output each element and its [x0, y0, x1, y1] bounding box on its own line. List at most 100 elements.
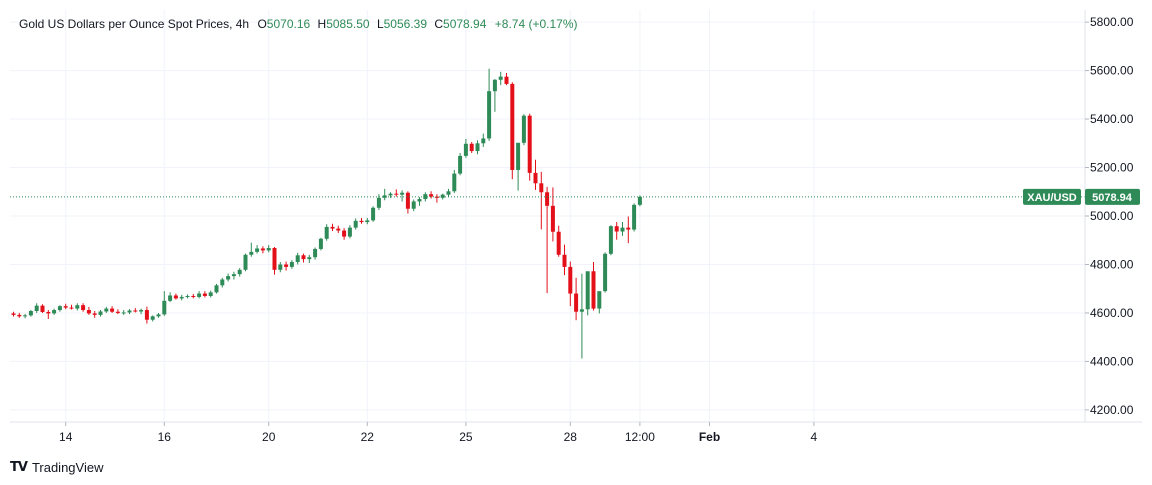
candle-up	[417, 197, 422, 206]
candle-up	[214, 283, 219, 294]
candle-up	[324, 224, 329, 241]
candle-up	[278, 262, 283, 273]
candle-down	[191, 294, 196, 299]
candle-body	[295, 255, 300, 263]
candle-body	[23, 315, 28, 317]
y-tick-label: 4400.00	[1090, 354, 1134, 368]
candle-up	[243, 253, 248, 272]
candle-body	[11, 313, 16, 315]
candle-body	[115, 311, 120, 313]
candle-down	[69, 304, 74, 310]
candle-up	[318, 237, 323, 251]
candle-up	[121, 310, 126, 315]
legend-low-value: 5056.39	[384, 17, 428, 31]
candle-down	[359, 217, 364, 224]
candle-up	[231, 271, 236, 280]
time-axis[interactable]: 14 16 20 22 25 28 12:00 Feb 4	[59, 422, 818, 444]
candle-up	[498, 71, 503, 86]
legend-open-label: O	[257, 17, 266, 31]
candle-body	[365, 220, 370, 223]
candle-down	[527, 113, 532, 181]
candle-body	[289, 262, 294, 267]
candle-down	[405, 191, 410, 214]
candle-up	[481, 133, 486, 147]
candle-body	[632, 204, 637, 230]
candle-down	[46, 310, 51, 319]
candle-up	[179, 294, 184, 301]
candle-body	[359, 220, 364, 223]
candle-up	[637, 195, 642, 207]
candle-body	[28, 311, 33, 316]
candle-body	[423, 194, 428, 200]
candle-down	[626, 216, 631, 244]
candle-up	[208, 290, 213, 298]
candle-up	[603, 252, 608, 293]
candle-body	[562, 254, 567, 267]
candle-up	[347, 225, 352, 239]
legend-title: Gold US Dollars per Ounce Spot Prices, 4…	[19, 17, 249, 31]
candle-body	[626, 227, 631, 230]
candle-down	[110, 306, 115, 313]
candle-up	[376, 194, 381, 210]
candle-body	[463, 143, 468, 156]
x-tick-label: 25	[459, 430, 473, 444]
candle-down	[301, 253, 306, 263]
candle-body	[191, 295, 196, 297]
candle-body	[527, 115, 532, 173]
tradingview-text: TradingView	[31, 459, 104, 475]
candle-up	[400, 190, 405, 202]
legend-open-value: 5070.16	[267, 17, 311, 31]
candle-body	[342, 230, 347, 237]
candle-body	[168, 295, 173, 301]
candle-body	[52, 310, 57, 314]
candle-down	[330, 223, 335, 232]
candle-body	[69, 307, 74, 309]
candle-down	[63, 303, 68, 310]
candle-body	[446, 191, 451, 195]
x-tick-label: 14	[59, 430, 73, 444]
candle-body	[278, 264, 283, 270]
candle-up	[388, 192, 393, 198]
candle-body	[185, 295, 190, 297]
candle-body	[440, 194, 445, 198]
x-tick-label: 22	[361, 430, 375, 444]
candle-up	[220, 277, 225, 288]
candle-up	[57, 305, 62, 312]
x-tick-label: 4	[811, 430, 818, 444]
candle-down	[574, 277, 579, 321]
candle-body	[272, 247, 277, 270]
legend-change: +8.74 (+0.17%)	[495, 17, 578, 31]
candle-body	[179, 296, 184, 299]
candle-up	[313, 247, 318, 260]
candle-body	[156, 314, 161, 317]
candles	[11, 68, 642, 359]
candle-up	[371, 206, 376, 222]
candle-body	[237, 269, 242, 275]
candle-body	[127, 310, 132, 313]
candle-body	[324, 226, 329, 239]
candle-up	[249, 242, 254, 257]
candle-body	[208, 292, 213, 296]
candle-up	[446, 188, 451, 197]
candle-up	[492, 79, 497, 112]
price-axis[interactable]: 4200.00 4400.00 4600.00 4800.00 5000.00 5200.…	[1085, 15, 1134, 417]
candle-body	[81, 305, 86, 311]
candle-body	[17, 314, 22, 317]
candle-body	[475, 143, 480, 152]
candle-body	[579, 309, 584, 312]
candle-up	[452, 169, 457, 193]
candle-body	[46, 311, 51, 314]
candle-up	[162, 291, 167, 316]
candle-down	[17, 312, 22, 318]
candle-body	[144, 310, 149, 320]
candle-body	[92, 313, 97, 315]
candle-body	[469, 143, 474, 152]
candle-body	[197, 293, 202, 297]
candle-up	[237, 268, 242, 277]
candle-down	[591, 262, 596, 311]
candle-body	[545, 192, 550, 206]
candle-body	[388, 193, 393, 196]
candle-up	[156, 312, 161, 318]
tradingview-watermark[interactable]: TV TradingView	[10, 458, 103, 476]
